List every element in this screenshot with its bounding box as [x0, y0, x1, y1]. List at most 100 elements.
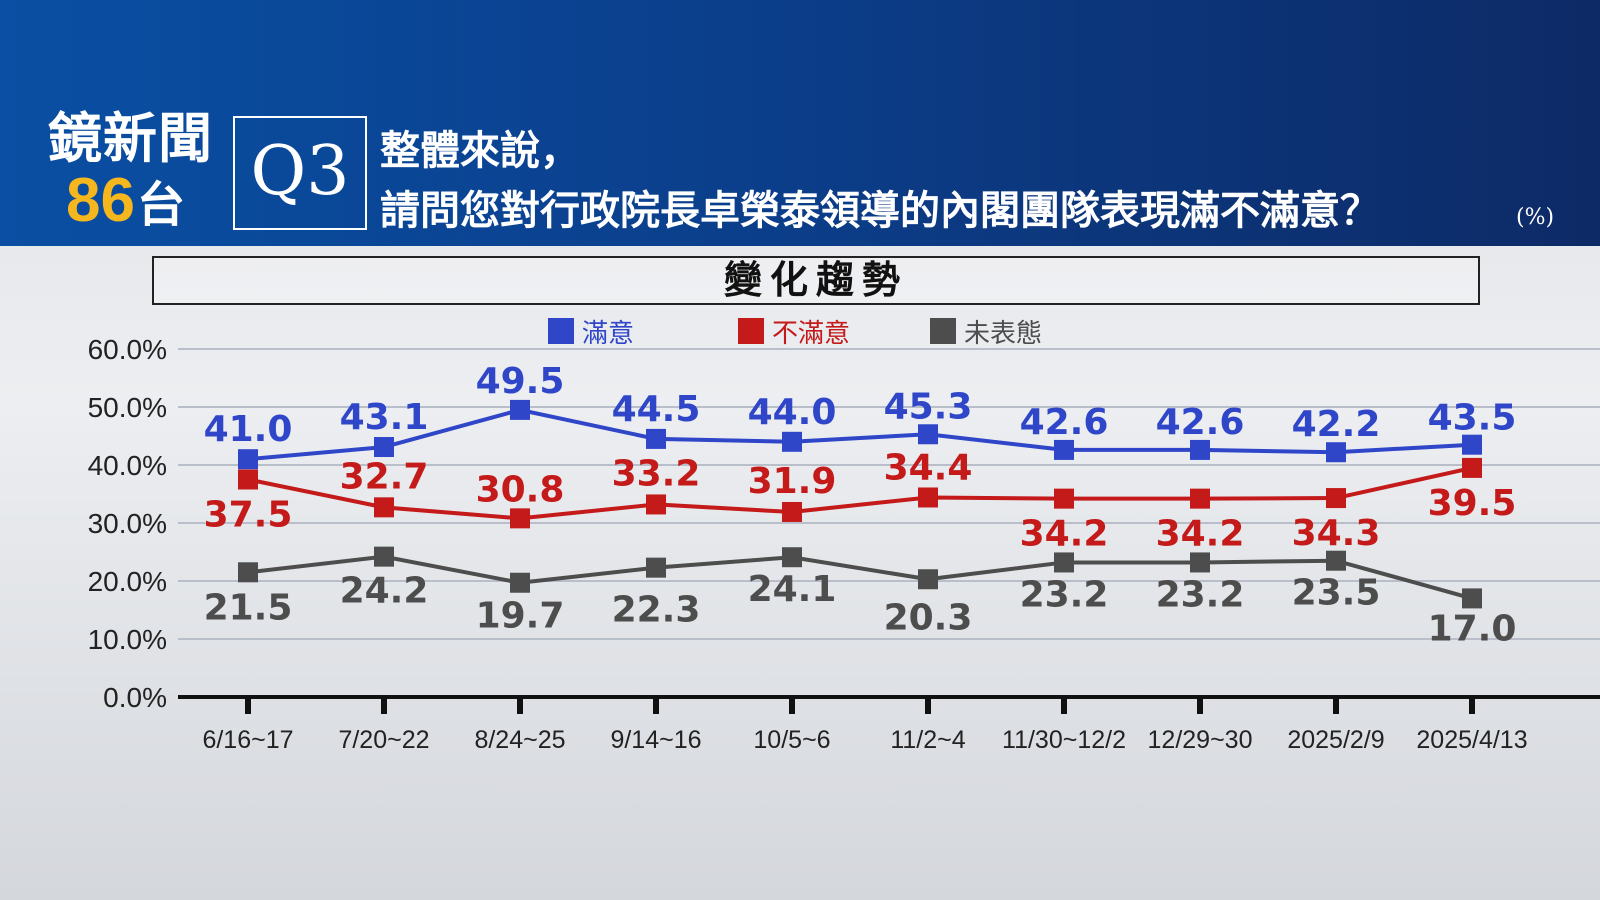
data-point-unsatisfied: [1054, 488, 1074, 509]
data-point-satisfied: [1462, 434, 1482, 455]
question-id: Q3: [233, 116, 367, 230]
data-point-no-opinion: [1462, 588, 1482, 609]
y-tick-label: 10.0%: [88, 624, 167, 655]
data-point-satisfied: [646, 428, 666, 449]
data-label-unsatisfied: 30.8: [476, 469, 565, 510]
data-label-satisfied: 45.3: [884, 386, 973, 427]
data-label-no-opinion: 23.2: [1156, 574, 1245, 615]
data-label-no-opinion: 21.5: [204, 587, 293, 628]
data-label-no-opinion: 20.3: [884, 597, 973, 638]
data-label-unsatisfied: 34.4: [884, 447, 973, 488]
x-tick-mark: [925, 697, 931, 714]
x-tick-label: 6/16~17: [202, 726, 293, 754]
question-line-1: 整體來說，: [380, 127, 580, 174]
unit-label: (%): [1516, 205, 1555, 230]
x-tick-label: 11/30~12/2: [1002, 726, 1126, 754]
data-label-no-opinion: 17.0: [1428, 608, 1517, 649]
data-point-satisfied: [238, 449, 258, 470]
data-label-no-opinion: 24.2: [340, 571, 429, 612]
y-tick-label: 50.0%: [88, 392, 167, 423]
question-line-2: 請問您對行政院長卓榮泰領導的內閣團隊表現滿不滿意？: [380, 187, 1380, 234]
data-point-unsatisfied: [918, 487, 938, 508]
x-tick-label: 2025/4/13: [1416, 726, 1527, 754]
legend-label: 不滿意: [772, 318, 851, 349]
legend-swatch: [738, 318, 764, 344]
data-label-unsatisfied: 37.5: [204, 495, 293, 536]
data-point-no-opinion: [1190, 552, 1210, 573]
legend-swatch: [548, 318, 574, 344]
x-tick-label: 9/14~16: [610, 726, 701, 754]
data-point-no-opinion: [238, 562, 258, 583]
header-banner: 鏡新聞 86台 Q3 整體來說， 請問您對行政院長卓榮泰領導的內閣團隊表現滿不滿…: [0, 0, 1600, 246]
series-line-satisfied: [247, 407, 1473, 462]
logo-number: 86: [66, 166, 135, 235]
x-tick-label: 12/29~30: [1148, 726, 1253, 754]
data-point-unsatisfied: [1326, 488, 1346, 509]
data-point-satisfied: [1190, 439, 1210, 460]
data-point-satisfied: [1326, 442, 1346, 463]
data-point-no-opinion: [646, 557, 666, 578]
data-point-satisfied: [510, 399, 530, 420]
x-tick-mark: [517, 697, 523, 714]
data-point-satisfied: [918, 424, 938, 445]
data-label-no-opinion: 24.1: [748, 569, 837, 610]
y-tick-label: 20.0%: [88, 566, 167, 597]
y-tick-label: 40.0%: [88, 450, 167, 481]
data-point-no-opinion: [374, 546, 394, 567]
data-label-unsatisfied: 33.2: [612, 453, 701, 494]
data-point-satisfied: [374, 437, 394, 458]
data-label-satisfied: 49.5: [476, 361, 565, 402]
data-label-satisfied: 43.1: [340, 397, 429, 438]
legend-label: 滿意: [582, 318, 635, 349]
x-tick-mark: [1197, 697, 1203, 714]
data-label-no-opinion: 23.5: [1292, 573, 1381, 614]
data-label-satisfied: 42.6: [1020, 402, 1109, 443]
series-line-unsatisfied: [247, 465, 1473, 521]
x-tick-label: 2025/2/9: [1287, 726, 1384, 754]
data-label-no-opinion: 19.7: [476, 596, 565, 637]
x-tick-mark: [653, 697, 659, 714]
data-point-unsatisfied: [782, 501, 802, 522]
data-label-satisfied: 44.0: [748, 392, 837, 433]
data-label-unsatisfied: 32.7: [340, 456, 429, 497]
data-point-unsatisfied: [238, 469, 258, 490]
data-point-no-opinion: [1326, 550, 1346, 571]
data-label-unsatisfied: 34.2: [1020, 514, 1109, 555]
data-label-satisfied: 43.5: [1428, 398, 1517, 439]
logo-channel: 86台: [66, 170, 185, 245]
data-point-unsatisfied: [1190, 488, 1210, 509]
data-point-unsatisfied: [510, 508, 530, 529]
legend-item-no-opinion: 未表態: [930, 313, 1042, 349]
x-tick-label: 7/20~22: [338, 726, 429, 754]
logo-name: 鏡新聞: [48, 106, 213, 170]
x-tick-mark: [1061, 697, 1067, 714]
x-tick-label: 11/2~4: [890, 726, 965, 754]
series-line-no-opinion: [247, 554, 1473, 601]
data-point-unsatisfied: [646, 494, 666, 515]
legend-item-unsatisfied: 不滿意: [738, 313, 850, 349]
data-label-satisfied: 44.5: [612, 389, 701, 430]
x-tick-mark: [1469, 697, 1475, 714]
data-point-unsatisfied: [374, 497, 394, 518]
chart-title: 變化趨勢: [152, 256, 1480, 305]
data-point-no-opinion: [510, 572, 530, 593]
data-point-unsatisfied: [1462, 457, 1482, 478]
x-tick-mark: [381, 697, 387, 714]
data-label-no-opinion: 23.2: [1020, 574, 1109, 615]
data-label-unsatisfied: 31.9: [748, 461, 837, 502]
legend-label: 未表態: [964, 318, 1043, 349]
data-point-no-opinion: [782, 547, 802, 568]
data-label-unsatisfied: 34.2: [1156, 514, 1245, 555]
legend-swatch: [930, 318, 956, 344]
legend-item-satisfied: 滿意: [548, 313, 634, 349]
data-label-satisfied: 41.0: [204, 409, 293, 450]
data-label-no-opinion: 22.3: [612, 590, 701, 631]
y-tick-label: 0.0%: [103, 682, 167, 713]
data-point-satisfied: [1054, 439, 1074, 460]
data-label-satisfied: 42.2: [1292, 404, 1381, 445]
x-tick-label: 8/24~25: [474, 726, 565, 754]
data-point-no-opinion: [1054, 552, 1074, 573]
data-label-satisfied: 42.6: [1156, 402, 1245, 443]
logo-suffix: 台: [136, 177, 185, 233]
